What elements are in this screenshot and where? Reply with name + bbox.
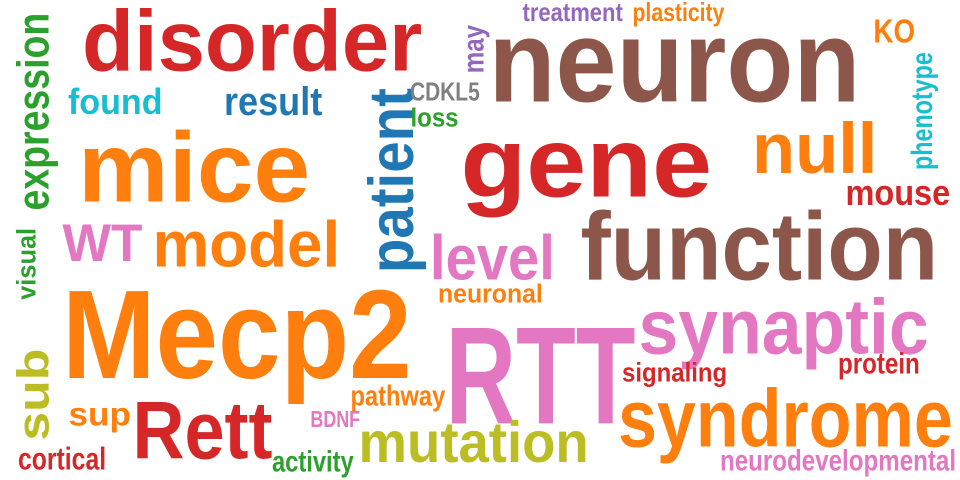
word-loss: loss (410, 103, 459, 133)
word-may: may (457, 24, 491, 74)
word-activity: activity (271, 445, 354, 479)
word-neuron: neuron (487, 0, 860, 126)
word-found: found (67, 81, 163, 123)
word-disorder: disorder (82, 0, 423, 90)
word-level: level (429, 222, 555, 293)
word-mice: mice (78, 110, 311, 223)
word-model: model (151, 209, 340, 282)
word-gene: gene (459, 105, 712, 218)
word-neurodevelopmental: neurodevelopmental (720, 444, 957, 478)
word-synaptic: synaptic (638, 282, 929, 371)
word-plasticity: plasticity (631, 0, 724, 27)
word-null: null (752, 108, 878, 189)
word-sup: sup (68, 395, 131, 433)
word-sub: sub (8, 348, 58, 441)
word-expression: expression (8, 12, 58, 210)
word-mouse: mouse (844, 171, 950, 213)
word-result: result (224, 78, 323, 124)
word-signaling: signaling (622, 356, 728, 388)
word-protein: protein (837, 347, 920, 381)
word-neuronal: neuronal (437, 279, 543, 309)
word-cdkl5: CDKL5 (409, 77, 480, 107)
word-rtt: RTT (445, 298, 635, 454)
word-wt: WT (61, 213, 142, 272)
word-function: function (579, 191, 938, 301)
word-rett: Rett (132, 384, 273, 477)
word-phenotype: phenotype (905, 52, 939, 170)
word-pathway: pathway (349, 379, 445, 412)
word-bdnf: BDNF (309, 405, 360, 432)
word-mutation: mutation (358, 410, 589, 475)
word-visual: visual (10, 227, 42, 300)
word-mecp2: Mecp2 (61, 264, 412, 406)
word-treatment: treatment (522, 0, 623, 27)
word-ko: KO (872, 12, 915, 50)
word-syndrome: syndrome (617, 372, 953, 465)
word-cortical: cortical (18, 440, 107, 476)
